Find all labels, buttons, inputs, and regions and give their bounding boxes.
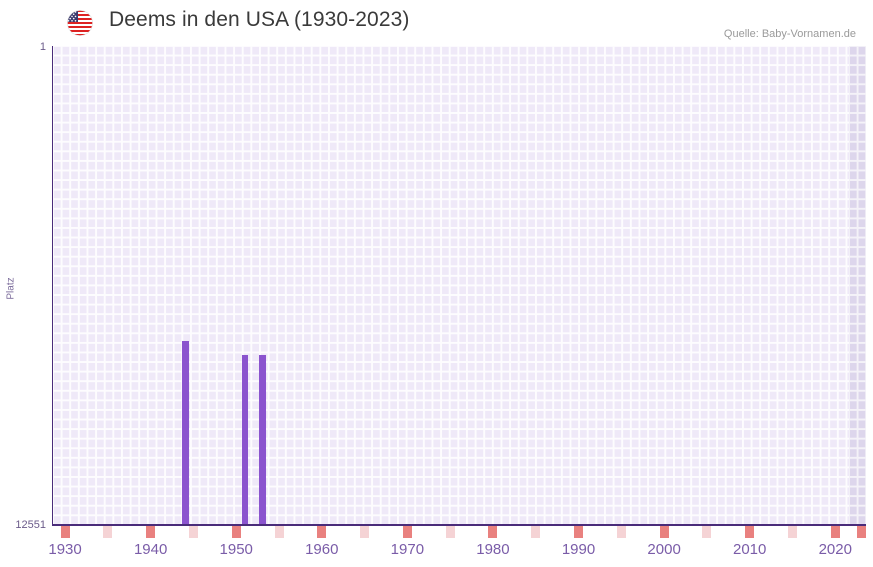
y-axis-tick-top: 1 [39,41,46,53]
x-axis-tick-label: 2010 [733,541,767,558]
x-axis-tick-major [659,526,669,538]
x-axis-tick-minor [531,526,541,538]
bar[interactable] [241,355,249,525]
x-axis-tick-label: 2020 [818,541,852,558]
x-axis-tick-major [231,526,241,538]
x-axis-tick-major [830,526,840,538]
plot-area [53,46,866,525]
x-axis-tick-minor [445,526,455,538]
x-axis-tick-label: 1970 [390,541,425,558]
bar[interactable] [181,340,189,525]
x-axis-tick-label: 1940 [133,541,168,558]
source-attribution: Quelle: Baby-Vornamen.de [723,28,856,40]
x-axis-line [52,524,866,526]
x-axis-tick-major [60,526,70,538]
x-axis-tick-label: 1950 [219,541,253,558]
x-axis-tick-minor [274,526,284,538]
y-axis-title: Platz [5,277,17,300]
grid-background [53,46,866,525]
x-axis-tick-label: 1980 [476,541,510,558]
x-axis-tick-minor [702,526,712,538]
x-axis-tick-label: 1930 [48,541,82,558]
x-axis-tick-minor [188,526,198,538]
y-axis-tick-bottom: 12551 [15,519,46,531]
x-axis-tick-major [317,526,327,538]
x-axis-tick-minor [787,526,797,538]
x-axis-tick-minor [360,526,370,538]
us-flag-icon [63,10,97,36]
x-axis-tick-label: 1990 [561,541,596,558]
x-axis-tick-major [574,526,584,538]
x-axis-tick-label: 2000 [647,541,681,558]
x-axis-tick-major [146,526,156,538]
future-shaded-region [848,46,866,525]
chart-header: Deems in den USA (1930-2023) Quelle: Bab… [0,0,873,46]
bar[interactable] [258,355,266,525]
x-axis-tick-major [857,526,866,538]
page-title: Deems in den USA (1930-2023) [109,8,410,31]
x-axis-tick-minor [616,526,626,538]
x-axis-tick-major [488,526,498,538]
x-axis-tick-major [402,526,412,538]
x-axis-tick-major [745,526,755,538]
x-axis-tick-minor [103,526,113,538]
x-axis-tick-label: 1960 [305,541,339,558]
